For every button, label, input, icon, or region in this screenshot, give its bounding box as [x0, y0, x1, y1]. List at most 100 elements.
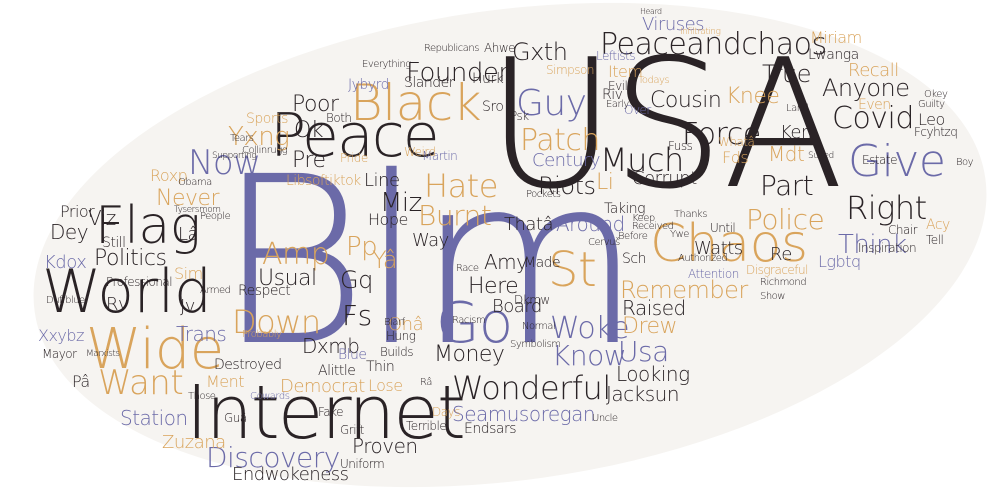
word-covid: Covid — [832, 101, 914, 136]
word-give: Give — [848, 136, 946, 187]
word-fuss: Fuss — [668, 139, 693, 153]
word-re: Re — [770, 244, 792, 265]
word-prior: Prior — [60, 202, 95, 221]
word-remember: Remember — [620, 276, 748, 304]
word-force: Force — [682, 117, 761, 152]
word-fds: Fds — [722, 148, 749, 167]
word-la: Lâ — [178, 224, 199, 245]
word-hope: Hope — [368, 210, 408, 229]
word-li: Li — [596, 170, 614, 195]
word-dxmb: Dxmb — [302, 334, 360, 358]
word-mayor: Mayor — [42, 347, 77, 361]
word-viz: Viz — [88, 206, 116, 230]
word-professional: Professional — [106, 275, 173, 289]
word-around: Around — [556, 212, 625, 236]
word-probably: Probably — [242, 329, 282, 340]
word-ahwe: Ahwe — [484, 41, 516, 55]
word-duffblue: Duffblue — [46, 295, 85, 306]
word-proven: Proven — [352, 434, 418, 458]
word-jacksun: Jacksun — [606, 382, 680, 406]
word-pa: Pâ — [72, 372, 90, 391]
word-thata: Thatâ — [504, 214, 554, 235]
word-miz: Miz — [380, 188, 422, 218]
word-amy: Amy — [484, 250, 528, 274]
word-martin: Martin — [422, 149, 458, 163]
word-rv: Rv — [106, 294, 129, 315]
word-dkmw: Dkmw — [514, 293, 550, 307]
word-symbolism: Symbolism — [510, 339, 561, 350]
word-gq: Gq — [340, 266, 373, 294]
word-founder: Founder — [406, 58, 509, 88]
word-ra: Râ — [420, 377, 432, 388]
word-politics: Politics — [94, 246, 167, 271]
word-republicans: Republicans — [424, 43, 479, 54]
word-terrible: Terrible — [406, 419, 447, 433]
word-guilty: Guilty — [918, 99, 945, 110]
word-received: Received — [632, 221, 674, 232]
word-watts: Watts — [694, 238, 743, 259]
word-authorized: Authorized — [678, 253, 728, 264]
word-way: Way — [412, 230, 449, 251]
word-race: Race — [456, 263, 479, 274]
word-whata: Whatâ — [718, 135, 755, 149]
word-those: Those — [188, 391, 216, 402]
word-richmond: Richmond — [760, 277, 807, 288]
word-want: Want — [98, 363, 184, 403]
word-zuzana: Zuzana — [162, 432, 226, 453]
word-yxng: Yxng — [228, 122, 290, 152]
word-endsars: Endsars — [464, 421, 517, 437]
word-ya: Yâ — [372, 246, 398, 274]
word-line: Line — [364, 170, 400, 191]
word-drew: Drew — [622, 314, 678, 339]
word-heard: Heard — [640, 7, 662, 16]
word-inspiration: Inspiration — [858, 241, 917, 255]
word-days: Days — [432, 405, 460, 419]
word-collinrugg: Collinrugg — [242, 145, 288, 156]
word-seamusoregan: Seamusoregan — [452, 402, 596, 426]
word-normal: Normal — [522, 321, 556, 332]
word-sch: Sch — [622, 251, 646, 267]
word-racism: Racism — [452, 315, 486, 326]
word-destroyed: Destroyed — [214, 357, 282, 373]
word-know: Know — [552, 339, 627, 372]
word-board: Board — [492, 296, 542, 317]
word-burnt: Burnt — [418, 199, 492, 232]
word-amp: Amp — [262, 237, 330, 272]
word-here: Here — [468, 274, 519, 299]
word-democrat: Democrat — [280, 376, 365, 397]
word-blue: Blue — [338, 347, 367, 363]
word-hurk: Hurk — [472, 71, 504, 87]
word-cervus: Cervuš — [588, 237, 620, 248]
word-pockets: Pockets — [526, 189, 561, 200]
word-chaos: Chaos — [650, 214, 808, 274]
word-show: Show — [760, 291, 785, 302]
word-leo: Leo — [918, 110, 945, 129]
word-dey: Dey — [50, 220, 89, 244]
word-before: Before — [618, 231, 648, 242]
word-flag: Flag — [95, 196, 201, 256]
word-psk: Psk — [510, 109, 529, 123]
word-tysersmom: Tysersmom — [174, 205, 221, 215]
word-police: Police — [746, 203, 825, 236]
word-estate: Estate — [862, 153, 897, 167]
word-respect: Respect — [238, 283, 291, 299]
word-jybyrd: Jybyrd — [348, 77, 389, 93]
word-made: Made — [524, 255, 561, 271]
word-miriam: Miriam — [810, 28, 862, 47]
word-cowards: Cowards — [250, 391, 290, 402]
word-usa-horizontal: USA — [486, 21, 844, 228]
word-kdox: Kdox — [44, 252, 87, 273]
word-sro: Sro — [482, 99, 504, 115]
word-woke: Woke — [550, 311, 630, 346]
word-ona: Onâ — [388, 314, 424, 335]
word-boy: Boy — [956, 157, 974, 168]
word-patch: Patch — [520, 123, 600, 158]
word-knee: Knee — [726, 84, 780, 109]
word-endwokeness: Endwokeness — [232, 464, 349, 485]
word-until: Until — [710, 221, 736, 235]
word-riots: Riots — [538, 172, 596, 200]
word-true: True — [762, 60, 811, 88]
word-cousin: Cousin — [650, 88, 722, 113]
word-think: Think — [838, 230, 907, 260]
word-everything: Everything — [362, 59, 411, 70]
